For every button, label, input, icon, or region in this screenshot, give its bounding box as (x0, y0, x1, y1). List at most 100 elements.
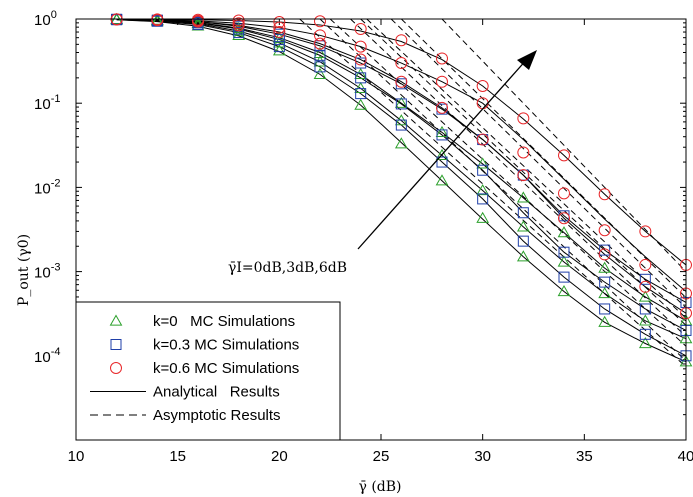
plot-frame (75, 18, 687, 441)
asymptotic-line (441, 19, 686, 272)
x-tick-label: 35 (576, 448, 593, 465)
x-tick-label: 25 (373, 448, 390, 465)
data-point-circle (639, 258, 652, 271)
x-tick-label: 40 (678, 448, 693, 465)
legend-marker-triangle (109, 314, 123, 326)
data-point-square (558, 246, 570, 258)
y-tick-exponent: -3 (51, 262, 61, 274)
data-point-circle (598, 248, 611, 261)
data-point-circle (517, 169, 530, 182)
y-tick-exponent: -1 (51, 93, 61, 105)
data-point-triangle (598, 315, 612, 327)
data-point-triangle (272, 31, 286, 43)
data-point-triangle (435, 148, 449, 161)
data-point-triangle (354, 67, 368, 79)
data-point-circle (354, 53, 367, 66)
legend: k=0 MC Simulations k=0.3 MC Simulations k=… (75, 301, 341, 441)
analytical-line (116, 19, 686, 340)
data-point-square (355, 57, 367, 69)
data-point-triangle (638, 336, 652, 349)
data-point-square (355, 88, 367, 100)
data-point-circle (436, 101, 448, 114)
analytical-line (116, 19, 686, 331)
data-point-circle (273, 21, 286, 34)
data-point-square (599, 303, 611, 315)
data-point-triangle (313, 46, 327, 59)
asymptotic-line (366, 19, 686, 319)
data-point-triangle (598, 286, 612, 299)
data-point-square (314, 61, 326, 73)
analytical-line (116, 19, 686, 292)
annotation-arrow-head (517, 50, 537, 70)
annotation-arrow (357, 50, 537, 250)
data-point-square (639, 273, 651, 285)
data-point-triangle (476, 211, 490, 223)
data-point-triangle (516, 191, 530, 203)
analytical-line (116, 19, 686, 322)
asymptotic-line (400, 19, 686, 299)
data-point-circle (476, 80, 489, 93)
x-axis-label: γ̄ (dB) (359, 479, 402, 495)
data-point-square (639, 328, 651, 340)
data-point-square (558, 271, 570, 283)
asymptotic-curves (299, 19, 686, 368)
asymptotic-line (299, 19, 686, 368)
annotation-label: γ̄I=0dB,3dB,6dB (228, 260, 347, 276)
data-point-triangle (313, 67, 327, 79)
data-point-circle (476, 133, 489, 146)
simulation-markers (110, 12, 693, 367)
data-point-circle (232, 17, 245, 30)
y-tick-exponent: 0 (51, 9, 57, 21)
data-point-triangle (476, 157, 490, 169)
data-point-circle (354, 40, 367, 53)
data-point-circle (314, 29, 326, 42)
data-point-triangle (476, 183, 490, 196)
data-point-square (639, 303, 651, 315)
data-point-triangle (516, 250, 530, 262)
data-point-triangle (557, 255, 571, 267)
legend-label: Analytical Results (153, 384, 280, 401)
data-point-circle (517, 146, 530, 159)
data-point-circle (314, 15, 326, 28)
data-point-square (395, 98, 407, 110)
data-point-triangle (435, 125, 449, 138)
data-point-triangle (232, 28, 246, 40)
analytical-line (116, 19, 686, 314)
annotation-arrow-line (357, 57, 529, 250)
data-point-square (355, 72, 367, 84)
legend-marker-circle (110, 362, 122, 374)
data-point-circle (273, 16, 286, 29)
x-tick-label: 20 (271, 448, 288, 465)
analytical-line (116, 19, 686, 266)
data-point-triangle (516, 220, 530, 232)
data-point-triangle (598, 261, 612, 273)
x-tick-label: 30 (474, 448, 491, 465)
y-tick-exponent: -2 (51, 177, 61, 189)
data-point-circle (436, 52, 448, 65)
data-point-triangle (394, 96, 408, 108)
data-point-circle (395, 34, 408, 47)
data-point-triangle (313, 55, 327, 67)
data-point-square (436, 156, 448, 168)
data-point-square (395, 119, 407, 131)
data-point-circle (558, 187, 570, 200)
data-point-triangle (394, 137, 408, 149)
data-point-square (436, 129, 448, 141)
data-point-square (477, 193, 489, 205)
legend-marker-square (110, 339, 122, 350)
data-point-triangle (557, 226, 571, 238)
legend-label: k=0 MC Simulations (153, 313, 295, 330)
data-point-triangle (557, 285, 571, 297)
data-point-triangle (435, 174, 449, 186)
asymptotic-line (390, 19, 686, 309)
data-point-circle (314, 37, 326, 50)
legend-label: k=0.6 MC Simulations (153, 360, 299, 377)
data-point-square (273, 41, 285, 53)
legend-label: k=0.3 MC Simulations (153, 337, 299, 354)
data-point-circle (354, 23, 367, 36)
asymptotic-line (319, 19, 686, 362)
data-point-triangle (354, 98, 368, 110)
data-point-circle (639, 225, 652, 238)
